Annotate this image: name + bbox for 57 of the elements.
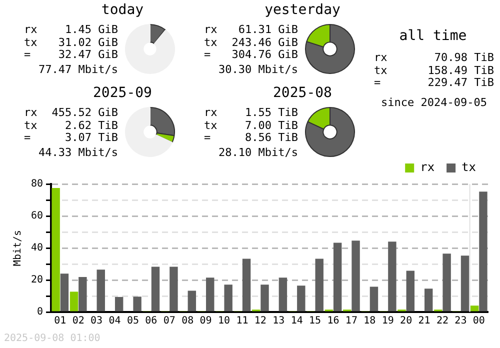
text: tx 243.46 GiB: [204, 36, 298, 48]
text: 28.10 Mbit/s: [218, 146, 298, 159]
x-tick-label: 09: [200, 316, 212, 327]
x-tick-label: 19: [382, 316, 394, 327]
text: rx 70.98 TiB: [374, 51, 494, 64]
x-tick-label: 20: [400, 316, 412, 327]
y-tick-label: 60: [30, 210, 44, 222]
text: tx 7.00 TiB: [204, 118, 298, 132]
text: 77.47 Mbit/s: [38, 62, 118, 76]
x-tick-label: 10: [218, 316, 230, 327]
x-tick-label: 16: [327, 316, 340, 327]
text: tx 31.02 GiB: [24, 36, 118, 48]
chart-title: 2025-09: [92, 85, 153, 101]
x-tick-label: 07: [163, 316, 176, 327]
x-tick-label: 22: [436, 316, 449, 327]
legend-label: tx: [462, 160, 476, 174]
text: rx 455.52 GiB: [24, 106, 118, 119]
y-tick-label: 80: [30, 178, 44, 190]
text: tx 158.49 TiB: [374, 64, 494, 76]
x-tick-label: 11: [236, 316, 248, 327]
text: = 32.47 GiB: [24, 48, 118, 61]
y-tick-label: 0: [37, 306, 44, 318]
legend-label: rx: [420, 160, 435, 174]
text: = 8.56 TiB: [204, 131, 298, 144]
x-tick-label: 21: [418, 316, 430, 327]
text: = 229.47 TiB: [374, 76, 494, 89]
x-tick-label: 13: [272, 316, 285, 327]
x-tick-label: 00: [472, 316, 485, 327]
text: since 2024-09-05: [380, 96, 488, 109]
chart-title: 2025-08: [272, 85, 333, 101]
text: all time: [398, 28, 468, 44]
y-tick-label: 20: [30, 274, 44, 286]
x-tick-label: 23: [454, 316, 467, 327]
x-tick-label: 14: [290, 316, 303, 327]
x-tick-label: 18: [364, 316, 376, 327]
x-tick-label: 17: [345, 316, 358, 327]
chart-title: yesterday: [264, 2, 342, 18]
x-tick-label: 05: [126, 316, 139, 327]
text: 44.33 Mbit/s: [38, 146, 118, 159]
text: rx 1.45 GiB: [24, 23, 118, 36]
x-tick-label: 04: [108, 316, 121, 327]
text: = 304.76 GiB: [204, 48, 298, 61]
x-tick-label: 01: [54, 316, 66, 327]
y-axis-title: Mbit/s: [12, 230, 24, 266]
x-tick-label: 15: [309, 316, 322, 327]
chart-title: today: [100, 2, 145, 18]
x-tick-label: 02: [72, 316, 84, 327]
text: = 3.07 TiB: [24, 131, 118, 144]
text: rx 1.55 TiB: [204, 106, 298, 119]
x-tick-label: 03: [90, 316, 103, 327]
y-tick-label: 40: [30, 242, 44, 254]
text: rx 61.31 GiB: [204, 23, 298, 36]
text: 30.30 Mbit/s: [218, 62, 298, 76]
x-tick-label: 12: [254, 316, 266, 327]
x-tick-label: 06: [145, 316, 158, 327]
text: tx 2.62 TiB: [24, 118, 118, 132]
x-tick-label: 08: [182, 316, 194, 327]
